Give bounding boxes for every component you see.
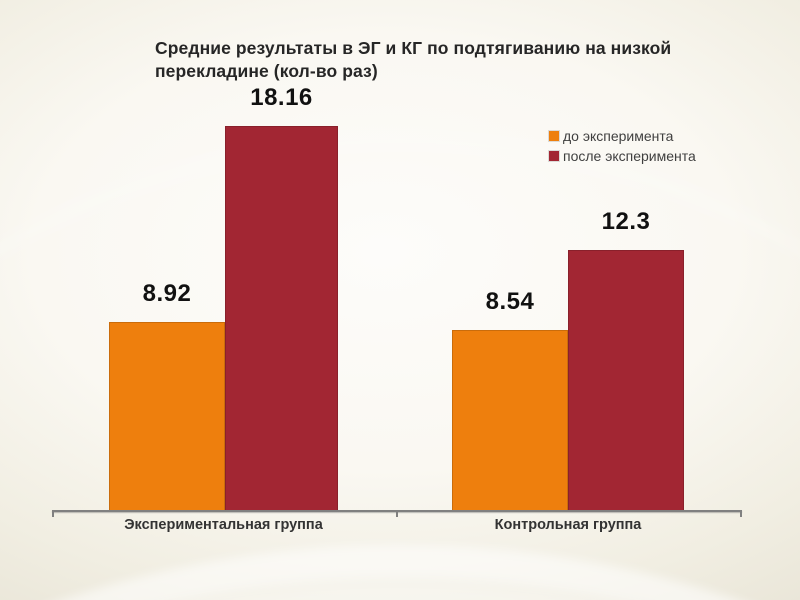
legend-swatch-after-icon (548, 150, 560, 162)
bar-eg-after (225, 126, 338, 511)
chart-title: Средние результаты в ЭГ и КГ по подтягив… (155, 38, 672, 81)
legend-label-before: до эксперимента (563, 128, 674, 144)
plot-area: 8.92 18.16 8.54 12.3 (109, 84, 684, 511)
legend-label-after: после эксперимента (563, 148, 696, 164)
legend: до эксперимента после эксперимента (548, 128, 696, 164)
bar-kg-before (452, 330, 568, 511)
bar-kg-after (568, 250, 684, 511)
category-label-eg: Экспериментальная группа (124, 517, 323, 533)
value-label-kg-before: 8.54 (485, 288, 535, 315)
x-axis-tick (740, 512, 742, 517)
value-label-eg-after: 18.16 (250, 84, 313, 111)
x-axis-line (52, 510, 742, 512)
bar-eg-before (109, 322, 225, 511)
x-axis-tick (396, 512, 398, 517)
legend-swatch-before-icon (548, 130, 560, 142)
category-label-kg: Контрольная группа (494, 517, 642, 533)
legend-item-after: после эксперимента (548, 148, 696, 164)
x-axis-tick (52, 512, 54, 517)
value-label-kg-after: 12.3 (601, 208, 651, 235)
value-label-eg-before: 8.92 (142, 280, 192, 307)
legend-item-before: до эксперимента (548, 128, 696, 144)
